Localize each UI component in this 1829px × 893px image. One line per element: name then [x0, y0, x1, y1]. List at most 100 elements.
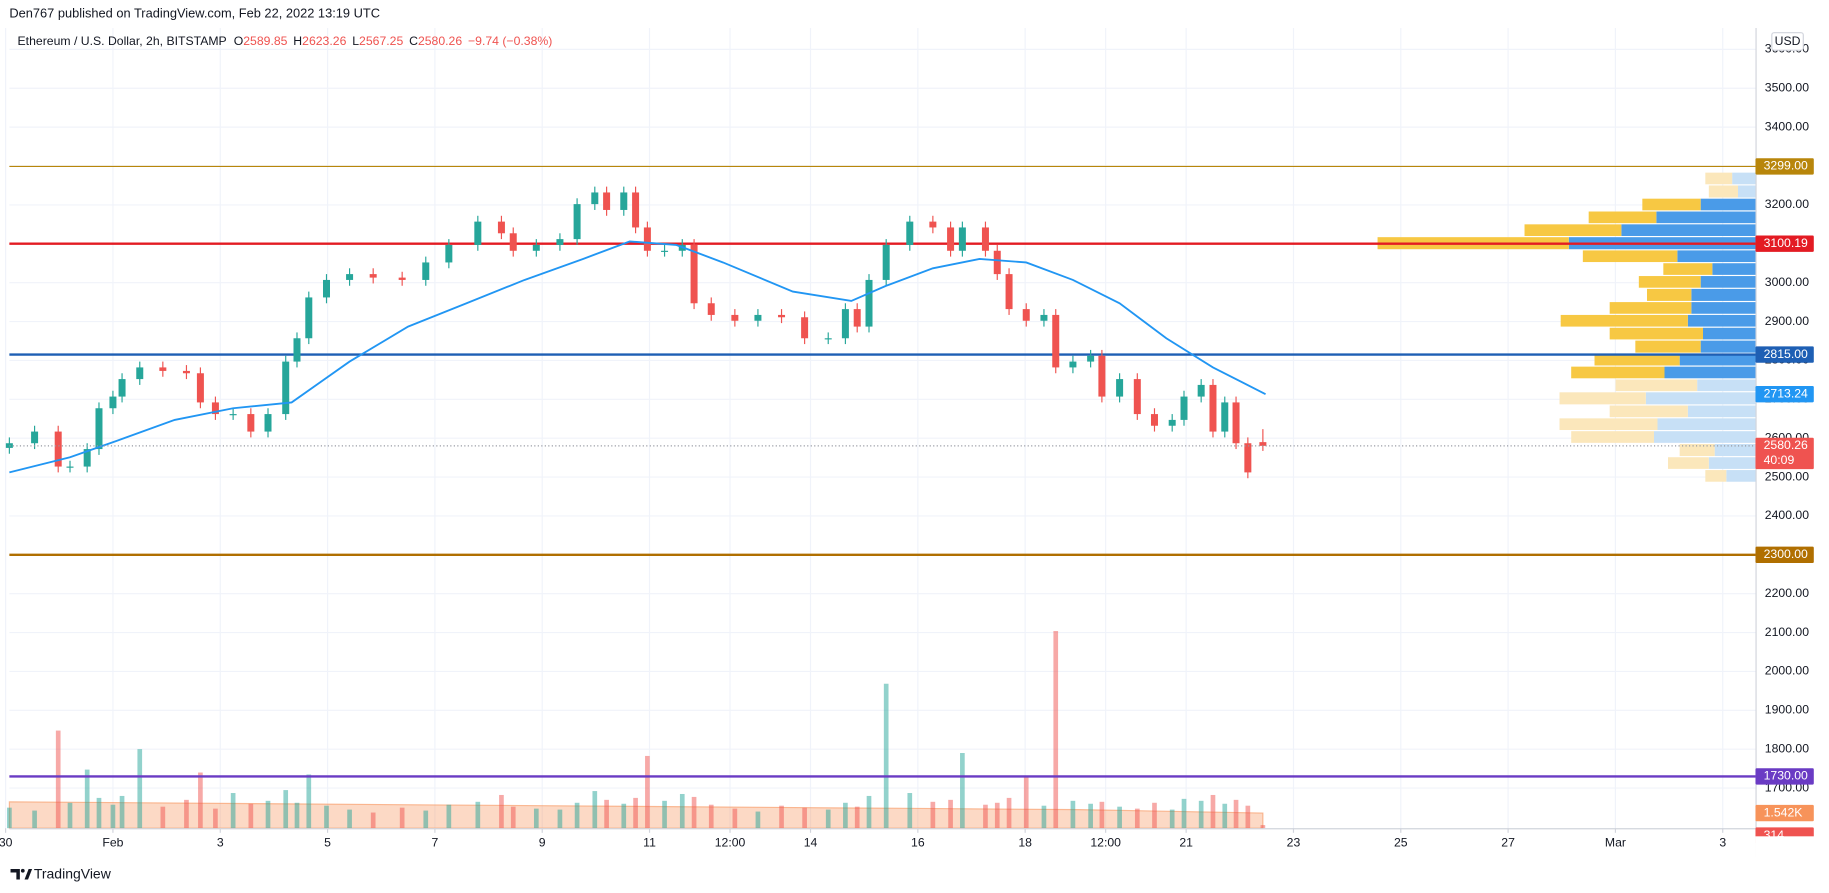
volume-bar — [533, 808, 539, 829]
y-tick-label: 2200.00 — [1765, 586, 1809, 600]
legend-ohlc-name: H — [293, 34, 302, 48]
volume-bar — [1233, 799, 1239, 829]
profile-down-bar — [1700, 276, 1756, 288]
volume-bar — [708, 804, 714, 829]
last-price-label: 2580.26 — [1764, 438, 1808, 452]
overlays — [9, 240, 1756, 474]
profile-down-bar — [1726, 470, 1756, 482]
x-tick-label: Mar — [1605, 836, 1626, 850]
volume-bar — [825, 809, 831, 829]
volume-bar — [248, 803, 254, 829]
profile-down-bar — [1657, 418, 1756, 431]
candle-body — [159, 367, 167, 371]
candle-body — [1133, 379, 1141, 415]
axis-mask — [1755, 836, 1829, 893]
candle-body — [182, 370, 190, 374]
volume-profile — [1377, 172, 1756, 482]
volume-bar — [1053, 631, 1059, 829]
candle-body — [497, 221, 505, 234]
volume-bar — [55, 730, 61, 829]
volume-bar — [324, 805, 329, 829]
profile-up-bar — [1582, 250, 1678, 263]
candle-body — [1209, 384, 1217, 432]
volume-bar — [306, 774, 312, 829]
candle-body — [136, 367, 144, 380]
profile-up-bar — [1615, 379, 1698, 392]
ma-label-bg — [1755, 385, 1814, 403]
candle-body — [1232, 402, 1240, 444]
candle-body — [1022, 309, 1030, 321]
level-label-bg — [1755, 346, 1814, 363]
volume-bar — [1260, 825, 1266, 829]
y-tick-label: 1800.00 — [1765, 741, 1809, 755]
x-tick-label: Feb — [102, 836, 123, 850]
profile-down-bar — [1677, 250, 1756, 263]
profile-down-bar — [1708, 457, 1756, 469]
volume-bar — [1070, 800, 1076, 829]
volume-bar — [1006, 797, 1012, 829]
volume-bar — [198, 772, 203, 829]
x-tick-label: 7 — [431, 836, 438, 850]
candle-body — [109, 396, 117, 409]
legend: Ethereum / U.S. Dollar, 2h, BITSTAMP O 258… — [18, 34, 553, 48]
candle-body — [1116, 379, 1124, 397]
candle-body — [509, 233, 517, 251]
profile-down-bar — [1700, 198, 1756, 211]
level-label-bg — [1755, 768, 1814, 785]
volume-bar — [67, 802, 73, 829]
moving-average — [9, 240, 1266, 474]
profile-up-bar — [1635, 340, 1701, 353]
volume-bar — [347, 809, 352, 829]
candle-body — [1069, 361, 1077, 368]
candle-body — [865, 279, 873, 327]
y-tick-label: 2400.00 — [1765, 508, 1809, 522]
y-tick-label: 3000.00 — [1765, 275, 1809, 289]
volume-bar — [854, 806, 860, 829]
profile-up-bar — [1559, 392, 1646, 405]
x-tick-label: 11 — [643, 836, 656, 850]
candle-body — [958, 227, 966, 251]
currency-box[interactable] — [1771, 32, 1804, 51]
candle-body — [993, 250, 1001, 275]
brand: TradingView — [34, 866, 112, 882]
candle-body — [54, 431, 62, 467]
candle-body — [83, 449, 91, 467]
x-tick-label: 23 — [1287, 836, 1301, 850]
x-tick-label: 16 — [911, 836, 925, 850]
profile-down-bar — [1687, 314, 1756, 327]
candle-body — [1052, 314, 1060, 368]
profile-down-bar — [1691, 302, 1756, 314]
candle-body — [247, 414, 255, 432]
candle-body — [532, 244, 540, 251]
legend-ohlc-value: 2580.26 — [418, 34, 462, 48]
candle-body — [1098, 355, 1106, 397]
candle-body — [573, 204, 581, 240]
volume-bar — [930, 801, 936, 829]
brand-logo — [10, 868, 33, 880]
x-tick-label: 9 — [539, 836, 546, 850]
volume-bar — [213, 808, 218, 829]
profile-up-bar — [1560, 314, 1688, 327]
candle-body — [5, 443, 13, 448]
profile-up-bar — [1647, 288, 1692, 301]
volume-bar — [32, 810, 37, 829]
candle-body — [853, 309, 861, 327]
candle-body — [369, 274, 377, 278]
volume-bar — [662, 800, 667, 829]
currency[interactable]: USD — [1775, 34, 1801, 48]
x-tick-label: 14 — [804, 836, 818, 850]
profile-down-bar — [1664, 366, 1756, 379]
x-tick-label: 18 — [1018, 836, 1032, 850]
candle-body — [1150, 414, 1158, 426]
volume-ma-label: 1.542K — [1764, 805, 1804, 819]
legend-ohlc-name: O — [234, 34, 244, 48]
candle-body — [66, 466, 74, 468]
volume-bar — [1134, 808, 1140, 829]
profile-down-bar — [1737, 185, 1756, 198]
volume-bar — [1152, 802, 1157, 829]
profile-down-bar — [1697, 379, 1756, 392]
profile-up-bar — [1609, 302, 1692, 314]
volume-bar — [1169, 809, 1175, 829]
